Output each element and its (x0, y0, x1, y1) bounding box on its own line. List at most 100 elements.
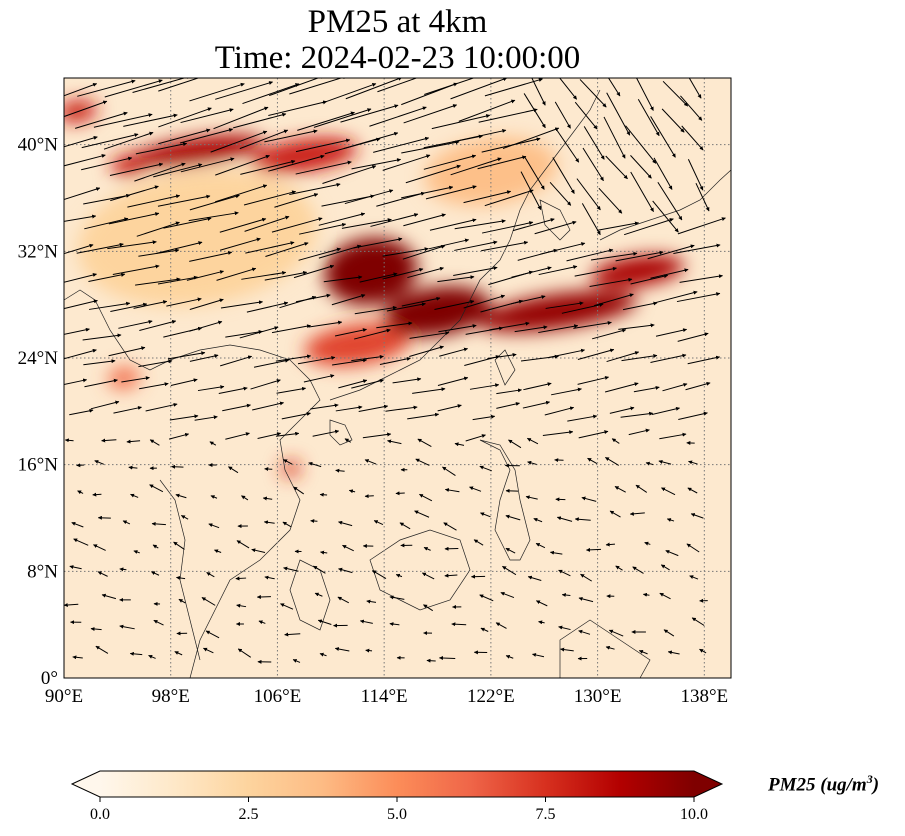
wind-arrow (262, 496, 273, 501)
wind-arrow (423, 154, 477, 170)
wind-arrow (73, 538, 89, 546)
wind-arrow (103, 131, 154, 150)
wind-arrow (630, 155, 652, 179)
wind-arrow (525, 495, 538, 500)
wind-arrow (538, 324, 579, 334)
wind-arrow (189, 194, 240, 211)
wind-arrow (654, 290, 698, 304)
wind-arrow (153, 619, 164, 626)
wind-arrow (322, 165, 377, 184)
wind-arrow (293, 486, 305, 495)
wind-arrow (108, 346, 146, 357)
wind-arrow (64, 136, 98, 148)
wind-arrow (216, 267, 257, 281)
wind-arrow (392, 377, 422, 384)
wind-arrow (365, 648, 373, 653)
wind-arrow (651, 406, 680, 415)
wind-arrow (228, 466, 239, 474)
wind-arrow (623, 218, 674, 236)
wind-arrow (89, 301, 131, 310)
wind-arrow (245, 241, 295, 254)
wind-arrow (206, 572, 215, 578)
wind-arrow (119, 567, 127, 572)
lon-tick-label: 106°E (254, 686, 302, 707)
wind-arrow (138, 359, 173, 368)
wind-arrow (605, 155, 628, 180)
wind-arrow (544, 406, 575, 416)
wind-arrow (645, 461, 654, 466)
wind-arrow (579, 79, 607, 108)
wind-arrow (126, 439, 141, 444)
colorbar-tick-label: 5.0 (387, 806, 407, 823)
wind-arrow (505, 547, 516, 554)
wind-arrow (593, 293, 634, 307)
wind-arrow (133, 550, 140, 554)
wind-arrow (484, 189, 534, 207)
wind-arrow (284, 632, 301, 637)
wind-arrow (297, 355, 336, 365)
wind-arrow (152, 544, 159, 549)
wind-arrow (419, 493, 433, 502)
lon-tick-label: 122°E (467, 686, 515, 707)
colorbar-ticks: 0.0 2.5 5.0 7.5 10.0 (90, 797, 708, 823)
wind-arrow (395, 491, 405, 496)
wind-arrow (157, 194, 211, 207)
wind-arrow (109, 162, 164, 176)
wind-arrow (629, 511, 645, 516)
wind-arrow (82, 333, 122, 341)
wind-arrow (289, 182, 341, 196)
wind-arrow (252, 401, 284, 411)
wind-arrow (566, 248, 614, 262)
wind-arrow (130, 493, 139, 498)
wind-arrow (401, 185, 454, 199)
wind-arrow (364, 459, 377, 465)
wind-arrow (451, 128, 507, 143)
wind-arrow (151, 571, 160, 576)
wind-arrow (442, 466, 456, 476)
wind-arrow (64, 154, 106, 167)
wind-arrow (479, 465, 492, 472)
wind-arrow (84, 217, 129, 230)
wind-arrow (451, 622, 467, 627)
wind-arrow (687, 159, 704, 191)
wind-arrow (659, 592, 671, 600)
wind-arrow (101, 438, 117, 443)
wind-arrow (534, 220, 577, 235)
wind-arrow (469, 486, 482, 492)
wind-arrow (268, 154, 325, 172)
wind-arrow (64, 214, 97, 222)
wind-arrow (214, 549, 222, 554)
wind-arrow (578, 596, 594, 603)
wind-arrow (312, 429, 340, 437)
wind-arrow (338, 379, 368, 389)
wind-arrow (189, 354, 219, 362)
wind-arrow (444, 573, 458, 578)
wind-arrow (295, 138, 351, 153)
wind-arrow (110, 185, 159, 202)
wind-arrow (93, 113, 153, 128)
wind-arrow (127, 194, 181, 208)
wind-arrow (437, 376, 469, 387)
wind-arrow (351, 378, 384, 389)
wind-arrow (359, 272, 398, 283)
wind-arrow (628, 428, 650, 436)
wind-arrow (342, 544, 354, 552)
wind-arrow (580, 573, 592, 582)
wind-arrow (450, 78, 508, 100)
wind-arrow (289, 78, 348, 95)
wind-arrow (489, 321, 530, 331)
wind-arrow (331, 293, 366, 306)
colorbar-tick-label: 7.5 (536, 806, 556, 823)
wind-arrow (233, 112, 287, 129)
wind-arrow (577, 375, 610, 385)
wind-arrow (680, 95, 703, 121)
wind-arrow (443, 522, 457, 531)
lat-tick-labels: 0° 8°N 16°N 24°N 32°N 40°N (18, 135, 59, 689)
wind-arrow (372, 570, 387, 579)
map-title-line2: Time: 2024-02-23 10:00:00 (214, 40, 581, 76)
wind-arrow (653, 157, 673, 190)
wind-arrow (344, 438, 352, 443)
wind-arrow (274, 193, 319, 208)
wind-arrow (118, 319, 153, 329)
